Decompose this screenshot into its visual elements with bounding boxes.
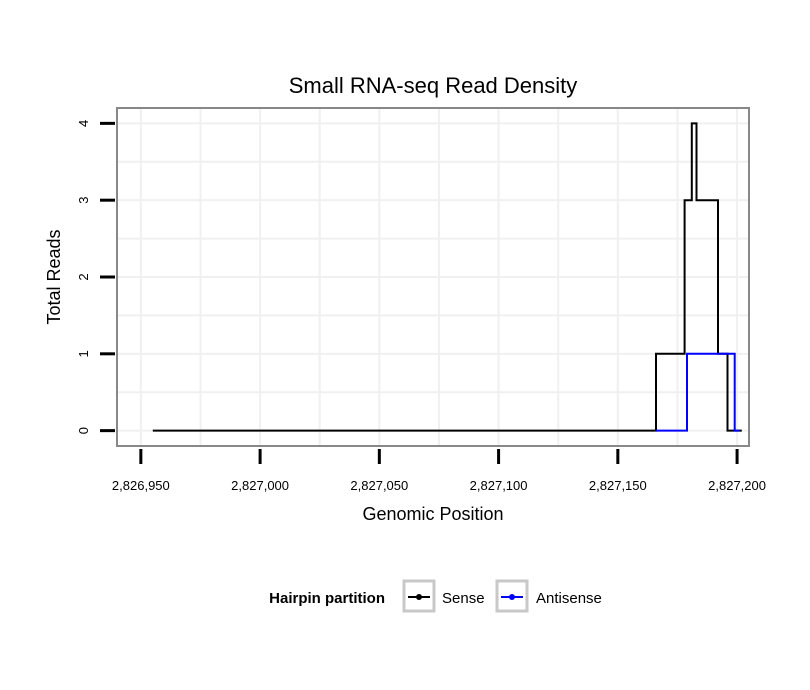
legend-marker-antisense: [509, 594, 515, 600]
y-tick-label: 0: [76, 427, 91, 434]
y-tick-label: 3: [76, 197, 91, 204]
legend-marker-sense: [416, 594, 422, 600]
x-tick-label: 2,827,150: [589, 478, 647, 493]
y-tick-label: 4: [76, 120, 91, 127]
legend-label-antisense: Antisense: [536, 590, 602, 607]
x-tick-label: 2,827,050: [350, 478, 408, 493]
x-tick-label: 2,827,200: [708, 478, 766, 493]
series-line-sense: [152, 122, 742, 432]
y-axis: 0 1 2 3 4: [76, 120, 115, 434]
x-tick-label: 2,827,000: [231, 478, 289, 493]
x-axis: 2,826,950 2,827,000 2,827,050 2,827,100 2,82…: [112, 449, 766, 493]
grid: [117, 108, 749, 446]
y-axis-label: Total Reads: [44, 229, 64, 324]
y-tick-label: 2: [76, 273, 91, 280]
plot-panel: [116, 107, 750, 447]
legend-title: Hairpin partition: [269, 590, 385, 607]
series-layer: [152, 122, 742, 432]
x-tick-label: 2,827,100: [470, 478, 528, 493]
legend: Hairpin partition Sense Antisense: [269, 579, 602, 613]
legend-label-sense: Sense: [442, 590, 485, 607]
x-tick-label: 2,826,950: [112, 478, 170, 493]
x-axis-label: Genomic Position: [362, 504, 503, 524]
y-tick-label: 1: [76, 350, 91, 357]
chart-title: Small RNA-seq Read Density: [289, 73, 578, 98]
series-line-antisense: [656, 352, 740, 432]
